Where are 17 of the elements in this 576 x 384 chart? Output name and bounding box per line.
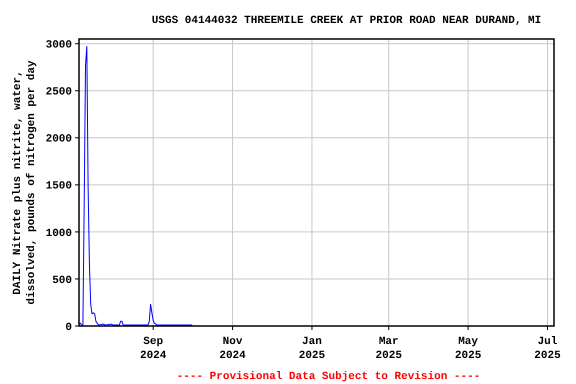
chart-title: USGS 04144032 THREEMILE CREEK AT PRIOR ROAD NEAR DURAND, MI xyxy=(152,15,542,27)
x-tick-label: Sep 2024 xyxy=(140,336,167,362)
text: ---- Provisional Data Subject to Revision ---- xyxy=(176,371,480,383)
line-series xyxy=(78,46,193,326)
x-tick-label: May 2025 xyxy=(454,336,482,362)
y-tick-label: 500 xyxy=(52,274,72,287)
x-tick-label: Nov 2024 xyxy=(219,336,246,362)
y-tick-label: 2500 xyxy=(46,86,72,99)
y-tick-label: 1000 xyxy=(46,228,72,240)
y-tick-label: 0 xyxy=(65,322,72,334)
x-tick-label: Mar 2025 xyxy=(376,336,402,362)
y-tick-label: 3000 xyxy=(46,40,72,52)
y-tick-label: 2000 xyxy=(46,134,72,146)
x-tick-label: Jul 2025 xyxy=(534,336,562,362)
y-tick-label: 1500 xyxy=(46,180,72,193)
x-tick-label: Jan 2025 xyxy=(298,336,326,362)
y-axis-title: DAILY Nitrate plus nitrite, water, dissolved, pounds of nitrogen per day xyxy=(12,60,38,305)
